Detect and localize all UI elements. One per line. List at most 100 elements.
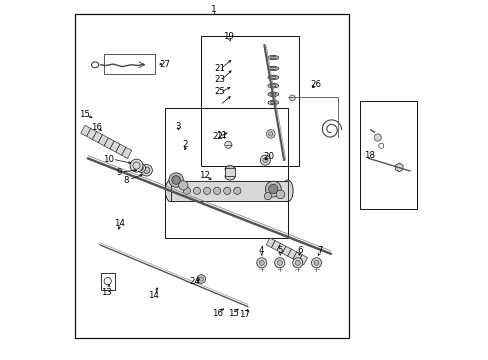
Circle shape [311, 258, 321, 268]
Ellipse shape [267, 75, 278, 80]
Polygon shape [116, 144, 125, 155]
Circle shape [277, 260, 282, 265]
Circle shape [199, 277, 203, 281]
Ellipse shape [267, 92, 278, 96]
Text: 7: 7 [317, 246, 322, 255]
Text: 23: 23 [214, 76, 225, 85]
Text: 15: 15 [228, 310, 239, 319]
Circle shape [295, 260, 300, 265]
Circle shape [213, 187, 220, 194]
Text: 24: 24 [189, 277, 200, 286]
Text: 14: 14 [114, 220, 124, 229]
Polygon shape [298, 255, 307, 265]
Ellipse shape [270, 76, 276, 79]
Circle shape [313, 260, 318, 265]
Circle shape [171, 176, 180, 184]
Bar [201, 36, 298, 166]
Ellipse shape [270, 57, 276, 59]
Text: 10: 10 [102, 155, 114, 163]
Circle shape [259, 260, 264, 265]
Ellipse shape [270, 102, 276, 104]
Polygon shape [292, 252, 302, 262]
Polygon shape [81, 125, 91, 136]
Circle shape [256, 258, 266, 268]
Bar [101, 273, 115, 290]
Text: 3: 3 [175, 122, 180, 131]
Text: 17: 17 [239, 310, 249, 319]
Circle shape [203, 187, 210, 194]
Text: 11: 11 [215, 131, 226, 140]
Bar [224, 168, 235, 176]
Ellipse shape [282, 180, 292, 202]
Ellipse shape [270, 85, 276, 87]
Polygon shape [104, 138, 114, 149]
Polygon shape [276, 243, 285, 253]
Polygon shape [98, 135, 108, 146]
Circle shape [260, 155, 270, 165]
Bar [165, 108, 287, 238]
Text: 18: 18 [364, 151, 374, 160]
Text: 26: 26 [310, 80, 321, 89]
Ellipse shape [267, 100, 278, 105]
Text: 22: 22 [212, 132, 223, 141]
Circle shape [183, 187, 190, 194]
Polygon shape [122, 147, 131, 158]
Ellipse shape [224, 173, 235, 180]
Circle shape [168, 173, 183, 187]
Circle shape [139, 166, 143, 170]
Text: 20: 20 [263, 152, 274, 161]
Text: 8: 8 [123, 176, 129, 185]
Circle shape [178, 181, 187, 190]
Polygon shape [271, 240, 280, 251]
Bar [170, 181, 287, 201]
Text: 13: 13 [102, 288, 112, 297]
Circle shape [193, 187, 200, 194]
Text: 4: 4 [259, 246, 264, 255]
Ellipse shape [165, 180, 176, 202]
Bar [104, 54, 154, 74]
Polygon shape [287, 249, 296, 259]
Text: 16: 16 [90, 123, 102, 132]
Text: 2: 2 [182, 140, 187, 149]
Text: 27: 27 [159, 60, 170, 69]
Circle shape [289, 95, 295, 101]
Text: 21: 21 [214, 64, 225, 73]
Circle shape [268, 184, 277, 194]
Ellipse shape [267, 55, 278, 60]
Bar [359, 101, 416, 209]
Circle shape [265, 181, 281, 197]
Circle shape [223, 187, 230, 194]
Polygon shape [282, 246, 291, 256]
Polygon shape [265, 238, 275, 248]
Circle shape [276, 190, 284, 199]
Ellipse shape [270, 67, 276, 70]
Circle shape [233, 187, 241, 194]
Text: 19: 19 [223, 32, 233, 41]
Circle shape [266, 130, 275, 138]
Ellipse shape [270, 93, 276, 96]
Polygon shape [86, 129, 97, 140]
Text: 1: 1 [211, 5, 216, 14]
Bar [75, 14, 348, 338]
Circle shape [373, 134, 381, 141]
Ellipse shape [224, 166, 235, 173]
Ellipse shape [267, 84, 278, 88]
Text: 9: 9 [116, 168, 122, 177]
Circle shape [197, 275, 205, 283]
Circle shape [143, 167, 149, 174]
Text: 5: 5 [277, 246, 283, 255]
Circle shape [137, 164, 145, 172]
Text: 15: 15 [79, 110, 90, 119]
Circle shape [130, 159, 142, 172]
Polygon shape [110, 141, 120, 152]
Ellipse shape [267, 66, 278, 71]
Circle shape [264, 193, 271, 200]
Text: 25: 25 [214, 87, 225, 96]
Text: 14: 14 [148, 292, 159, 300]
Circle shape [292, 258, 302, 268]
Circle shape [224, 141, 231, 148]
Circle shape [274, 258, 284, 268]
Circle shape [268, 132, 272, 136]
Polygon shape [92, 131, 102, 143]
Circle shape [141, 165, 152, 176]
